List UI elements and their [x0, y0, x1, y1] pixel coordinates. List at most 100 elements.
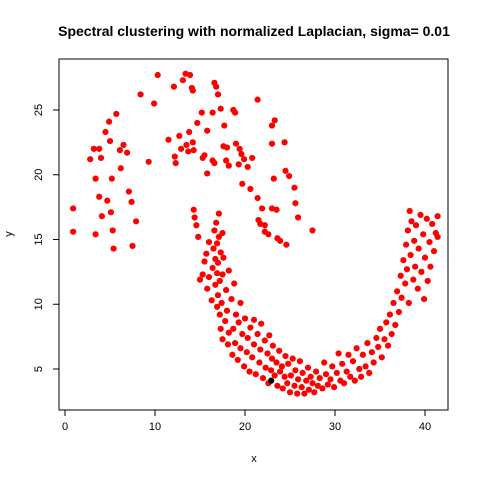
data-point: [359, 351, 366, 358]
data-point: [183, 141, 190, 149]
data-point: [87, 156, 94, 163]
data-point: [205, 238, 213, 246]
data-point: [411, 237, 418, 244]
data-point: [403, 241, 410, 248]
data-point: [232, 311, 240, 318]
data-point: [125, 188, 132, 195]
data-point: [412, 263, 419, 270]
data-point: [268, 122, 276, 129]
data-point: [423, 215, 430, 222]
data-point: [388, 330, 395, 338]
data-point: [298, 384, 305, 391]
y-tick-label: 10: [33, 298, 45, 310]
data-point: [214, 292, 222, 299]
data-point: [236, 145, 243, 152]
data-point: [261, 222, 268, 229]
data-point: [322, 371, 330, 378]
data-point: [70, 205, 77, 212]
data-point: [214, 270, 221, 277]
data-point: [219, 336, 226, 343]
data-point: [268, 140, 276, 147]
data-point: [299, 369, 306, 376]
data-point: [232, 109, 239, 116]
data-point: [204, 127, 211, 134]
data-point: [368, 349, 375, 356]
data-point: [392, 321, 399, 329]
data-point: [249, 354, 256, 361]
data-point: [108, 175, 115, 182]
data-point: [199, 271, 206, 278]
data-point: [276, 347, 283, 354]
data-point: [216, 277, 223, 285]
data-point: [339, 360, 346, 367]
data-point: [209, 109, 216, 116]
data-point: [232, 140, 240, 147]
data-point: [113, 110, 120, 117]
data-point: [217, 325, 224, 332]
data-point: [268, 355, 276, 362]
data-point: [274, 382, 281, 389]
data-point: [189, 139, 196, 146]
data-point: [261, 337, 268, 344]
data-point: [319, 385, 326, 392]
data-point: [304, 364, 312, 371]
data-point: [214, 240, 221, 247]
data-point: [249, 154, 256, 162]
data-point: [273, 206, 280, 213]
data-point: [193, 222, 200, 229]
data-point: [171, 153, 178, 160]
data-point: [309, 227, 316, 234]
data-point: [283, 241, 290, 248]
y-tick-label: 15: [33, 233, 45, 245]
data-point: [356, 365, 363, 373]
data-point: [366, 369, 373, 376]
data-point: [258, 320, 265, 327]
data-point: [286, 172, 293, 180]
data-point: [415, 245, 422, 252]
data-point: [214, 91, 222, 98]
data-point: [420, 231, 427, 238]
data-point: [223, 307, 231, 314]
data-point: [211, 227, 218, 234]
data-point: [179, 77, 186, 84]
data-point: [403, 266, 411, 273]
data-point: [421, 254, 429, 261]
data-point: [281, 139, 288, 146]
data-point: [303, 377, 310, 384]
data-point: [430, 248, 438, 255]
data-point: [221, 122, 228, 129]
data-point: [190, 147, 197, 154]
data-point: [189, 87, 196, 94]
data-point: [129, 242, 136, 250]
data-point: [102, 128, 109, 136]
data-point: [243, 349, 250, 356]
data-point: [151, 100, 158, 107]
data-point: [215, 233, 222, 241]
data-point: [398, 294, 405, 301]
data-point: [390, 299, 397, 307]
data-point: [407, 251, 414, 259]
data-point: [375, 343, 382, 351]
data-point: [194, 119, 201, 127]
data-point: [266, 332, 273, 339]
data-point: [254, 330, 261, 338]
data-point: [117, 165, 124, 172]
data-point: [381, 336, 388, 343]
data-point: [329, 363, 336, 370]
data-point: [237, 299, 244, 307]
data-point: [225, 162, 232, 169]
data-point: [235, 319, 242, 326]
data-point: [109, 227, 116, 234]
data-point: [343, 368, 350, 375]
data-point: [116, 147, 123, 154]
data-point: [386, 311, 393, 318]
data-point: [209, 264, 216, 272]
data-point: [316, 374, 323, 382]
data-point: [412, 222, 420, 229]
data-point: [154, 71, 161, 79]
x-axis-label: x: [251, 453, 257, 465]
data-point: [213, 219, 220, 226]
data-point: [376, 325, 384, 332]
x-tick-label: 30: [329, 421, 341, 433]
x-tick-label: 10: [149, 421, 161, 433]
